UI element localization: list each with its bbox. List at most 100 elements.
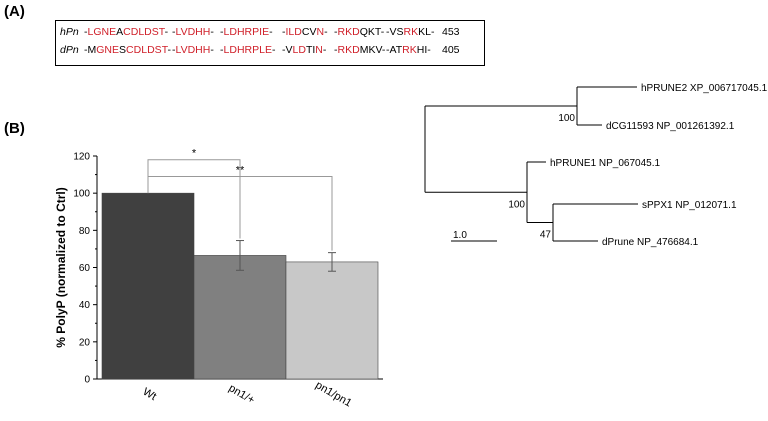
conserved-residue: V <box>180 26 188 38</box>
conserved-residue: R <box>337 44 346 56</box>
conserved-residue: D <box>229 44 237 56</box>
conserved-residue: L <box>87 26 94 38</box>
conserved-residue: N <box>315 44 323 56</box>
residue: - <box>386 26 390 38</box>
residue: - <box>167 44 172 56</box>
residue: - <box>334 44 338 56</box>
conserved-residue: H <box>202 26 211 38</box>
residue: S <box>396 26 404 38</box>
alignment-segment: -ILDCVN- <box>282 26 334 38</box>
bar-pn1pn1 <box>285 261 379 380</box>
conserved-residue: D <box>294 26 302 38</box>
significance-label: * <box>192 148 197 160</box>
conserved-residue: D <box>352 26 360 38</box>
residue: T <box>305 44 313 56</box>
conserved-residue: R <box>337 26 346 38</box>
residue: - <box>84 44 88 56</box>
alignment-segment: -VSRKKL- <box>386 26 436 38</box>
species-label: hPn <box>60 26 79 38</box>
alignment-segment: -LDHRPIE- <box>220 26 282 38</box>
conserved-residue: E <box>112 44 120 56</box>
conserved-residue: R <box>402 44 410 56</box>
conserved-residue: K <box>345 26 353 38</box>
tree-leaf-label: hPRUNE2 XP_006717045.1 <box>641 83 768 94</box>
residue: I <box>312 44 316 56</box>
conserved-residue: S <box>151 26 159 38</box>
residue: M <box>359 44 369 56</box>
conserved-residue: N <box>104 44 113 56</box>
y-tick-label: 100 <box>73 189 90 200</box>
residue: - <box>220 26 224 38</box>
conserved-residue: H <box>202 44 211 56</box>
bootstrap-value: 47 <box>540 230 552 241</box>
alignment-segment: -VLDTIN- <box>282 44 334 56</box>
residue: - <box>322 44 327 56</box>
residue: - <box>386 44 390 56</box>
alignment-segment: -RKDMKV- <box>334 44 386 56</box>
residue: T <box>395 44 403 56</box>
conserved-residue: R <box>244 26 253 38</box>
residue: - <box>427 44 431 56</box>
alignment-segment: -LVDHH- <box>172 44 220 56</box>
conserved-residue: L <box>223 44 230 56</box>
residue-position: 453 <box>442 26 460 38</box>
residue: - <box>220 44 224 56</box>
residue: K <box>367 26 375 38</box>
panel-b-label: (B) <box>4 120 25 137</box>
residue: M <box>87 44 97 56</box>
residue: - <box>324 26 328 38</box>
residue: A <box>389 44 396 56</box>
panel-a-label: (A) <box>4 3 25 20</box>
conserved-residue: E <box>109 26 117 38</box>
conserved-residue: L <box>259 44 265 56</box>
residue: C <box>301 26 310 38</box>
bootstrap-value: 100 <box>558 113 575 124</box>
y-tick-label: 120 <box>73 152 90 163</box>
conserved-residue: N <box>316 26 325 38</box>
conserved-residue: K <box>345 44 353 56</box>
conserved-residue: D <box>229 26 237 38</box>
residue: - <box>210 26 214 38</box>
conserved-residue: T <box>161 44 168 56</box>
conserved-residue: P <box>252 26 260 38</box>
residue: - <box>334 26 338 38</box>
conserved-residue: H <box>195 44 203 56</box>
residue: K <box>368 44 376 56</box>
y-tick-label: 80 <box>79 226 91 237</box>
alignment-row-dpn: dPn -MGNESCDLDST--LVDHH- -LDHRPLE- -VLDTIN-… <box>60 44 460 56</box>
residue: L <box>425 26 431 38</box>
residue-position: 405 <box>442 44 460 56</box>
conserved-residue: I <box>285 26 289 38</box>
conserved-residue: D <box>130 26 139 38</box>
conserved-residue: N <box>101 26 110 38</box>
conserved-residue: D <box>133 44 142 56</box>
conserved-residue: I <box>259 26 263 38</box>
conserved-residue: R <box>403 26 412 38</box>
residue: T <box>374 26 381 38</box>
residue: A <box>116 26 124 38</box>
residue: - <box>381 44 386 56</box>
y-tick-label: 40 <box>79 300 91 311</box>
residue: K <box>418 26 426 38</box>
conserved-residue: D <box>187 44 196 56</box>
alignment-row-hpn: hPn -LGNEACDLDST- -LVDHH- -LDHRPIE- -ILDCVN-… <box>60 26 460 38</box>
conserved-residue: L <box>175 26 181 38</box>
residue: - <box>172 26 176 38</box>
conserved-residue: E <box>264 44 272 56</box>
residue: - <box>269 26 273 38</box>
sequence-alignment-box: hPn -LGNEACDLDST- -LVDHH- -LDHRPIE- -ILDCVN-… <box>55 20 485 66</box>
y-axis-label: % PolyP (normalized to Ctrl) <box>54 187 68 347</box>
conserved-residue: L <box>141 44 148 56</box>
conserved-residue: E <box>262 26 270 38</box>
conserved-residue: H <box>195 26 203 38</box>
residue: - <box>172 44 176 56</box>
conserved-residue: G <box>93 26 102 38</box>
conserved-residue: L <box>292 44 299 56</box>
conserved-residue: T <box>158 26 165 38</box>
alignment-segment: -LGNEACDLDST- <box>84 26 172 38</box>
tree-leaf-label: sPPX1 NP_012071.1 <box>642 200 737 211</box>
species-label: dPn <box>60 44 79 56</box>
alignment-segment: -RKDQKT- <box>334 26 386 38</box>
